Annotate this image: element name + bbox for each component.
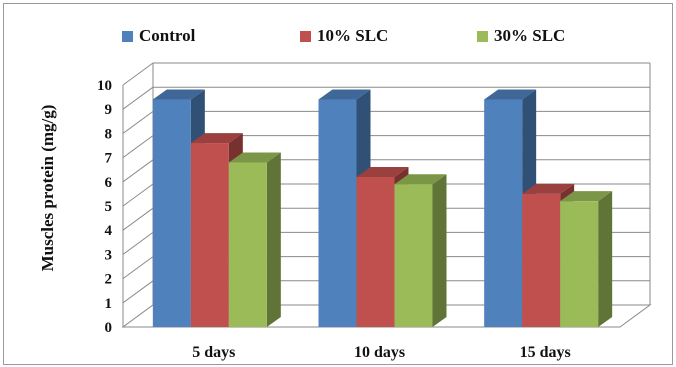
bar-top-control: [318, 89, 371, 100]
bar-30-slc: [560, 201, 599, 327]
bar-top-30-slc: [394, 174, 447, 185]
y-tick-label: 4: [105, 223, 113, 239]
legend-label-control: Control: [139, 26, 196, 45]
bar-top-10-slc: [356, 166, 409, 177]
y-tick-label: 9: [105, 102, 113, 118]
gridline-side: [122, 231, 154, 255]
gridline-side: [122, 280, 154, 304]
legend-swatch-10-slc: [300, 30, 311, 42]
x-tick-label: 15 days: [520, 344, 571, 361]
bar-30-slc: [394, 184, 433, 327]
bar-top-30-slc: [228, 152, 281, 163]
legend-label-10-slc: 10% SLC: [317, 26, 389, 45]
bar-control: [484, 99, 523, 328]
y-tick-label: 7: [105, 151, 113, 167]
y-tick-label: 5: [105, 199, 113, 215]
bar-control: [152, 99, 191, 328]
y-tick-label: 6: [105, 175, 113, 191]
gridline-side: [122, 62, 154, 86]
bar-top-control: [484, 89, 537, 100]
gridline-side: [122, 135, 154, 159]
gridline-side: [122, 207, 154, 231]
gridline-side: [122, 183, 154, 207]
bar-10-slc: [190, 143, 229, 327]
bar-top-control: [152, 89, 205, 100]
bar-side-30-slc: [432, 174, 447, 327]
y-tick-label: 3: [105, 247, 113, 263]
bar-10-slc: [522, 193, 561, 327]
bar-10-slc: [356, 176, 395, 327]
bar-top-10-slc: [522, 183, 575, 194]
bar-side-30-slc: [266, 152, 281, 327]
x-tick-label: 10 days: [354, 344, 405, 361]
gridline-side: [122, 256, 154, 280]
legend-item-30-slc: 30% SLC: [477, 26, 565, 46]
bar-top-30-slc: [560, 191, 613, 202]
gridline-side: [122, 159, 154, 183]
legend-item-control: Control: [122, 26, 195, 46]
y-tick-label: 1: [105, 296, 113, 312]
y-tick-label: 8: [105, 126, 113, 142]
legend-label-30-slc: 30% SLC: [494, 26, 566, 45]
y-tick-label: 10: [97, 78, 112, 94]
bar-top-10-slc: [190, 133, 243, 144]
gridline-side: [122, 86, 154, 110]
y-tick-label: 0: [105, 320, 113, 336]
legend-item-10-slc: 10% SLC: [300, 26, 388, 46]
bar-control: [318, 99, 357, 328]
y-tick-label: 2: [105, 272, 113, 288]
legend-swatch-30-slc: [477, 30, 488, 42]
legend-swatch-control: [122, 30, 133, 42]
bar-side-30-slc: [598, 191, 613, 327]
x-tick-label: 5 days: [192, 344, 235, 361]
bar-30-slc: [228, 162, 267, 327]
gridline-side: [122, 110, 154, 134]
